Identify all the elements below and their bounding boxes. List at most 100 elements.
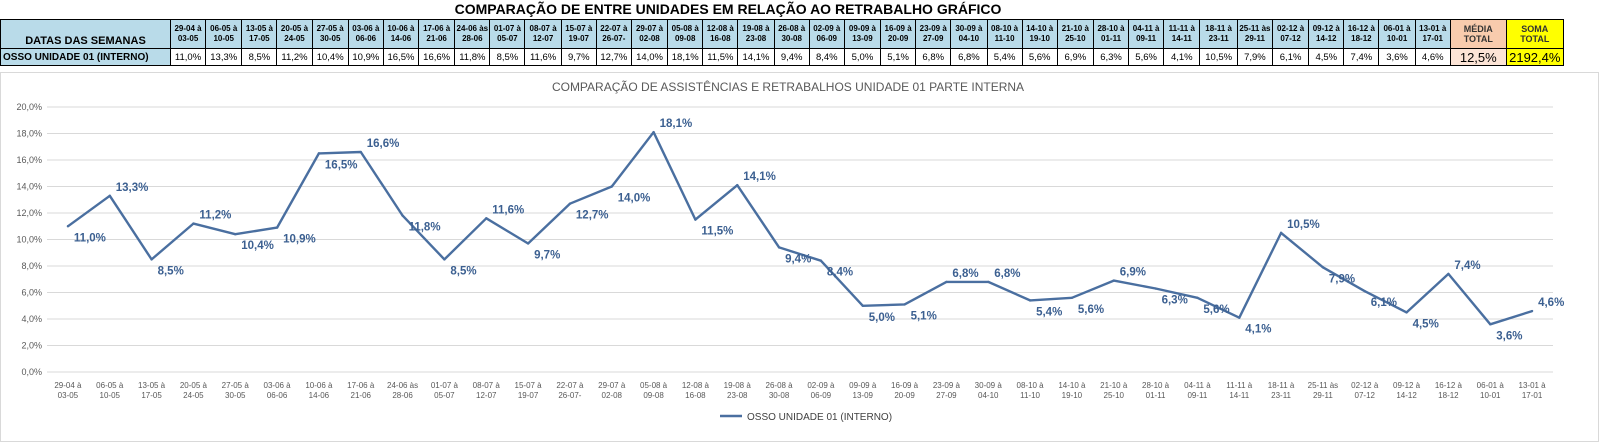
- week-header-cell[interactable]: 13-01 à 17-01: [1414, 19, 1451, 49]
- week-header-cell[interactable]: 20-05 à 24-05: [276, 19, 313, 49]
- week-value-cell[interactable]: 10,9%: [347, 48, 384, 66]
- week-value-cell[interactable]: 7,4%: [1343, 48, 1380, 66]
- week-header-cell[interactable]: 21-10 à 25-10: [1056, 19, 1094, 49]
- week-header-cell[interactable]: 06-01 à 10-01: [1378, 19, 1416, 49]
- week-value-cell[interactable]: 16,6%: [417, 48, 456, 66]
- data-point: [1196, 296, 1199, 299]
- week-header-cell[interactable]: 09-09 à 13-09: [843, 19, 882, 49]
- week-header-cell[interactable]: 26-08 à 30-08: [773, 19, 810, 49]
- week-value-cell[interactable]: 5,4%: [986, 48, 1023, 66]
- week-value-cell[interactable]: 16,5%: [382, 48, 420, 66]
- media-total-value[interactable]: 12,5%: [1449, 48, 1507, 66]
- week-header-cell[interactable]: 12-08 à 16-08: [702, 19, 739, 49]
- week-value-cell[interactable]: 6,1%: [1271, 48, 1310, 66]
- week-header-cell[interactable]: 15-07 à 19-07: [560, 19, 597, 49]
- week-value-cell[interactable]: 5,0%: [843, 48, 882, 66]
- data-label: 16,6%: [367, 138, 400, 150]
- week-header-cell[interactable]: 14-10 à 19-10: [1021, 19, 1058, 49]
- media-total-header[interactable]: MÉDIA TOTAL: [1449, 19, 1507, 49]
- week-value-cell[interactable]: 11,5%: [702, 48, 739, 66]
- week-value-cell[interactable]: 5,6%: [1128, 48, 1165, 66]
- x-tick-label: 23-08: [727, 391, 748, 400]
- week-value-cell[interactable]: 3,6%: [1378, 48, 1416, 66]
- week-value-cell[interactable]: 9,4%: [773, 48, 810, 66]
- week-value-cell[interactable]: 14,1%: [737, 48, 775, 66]
- x-tick-label: 20-09: [894, 391, 915, 400]
- week-header-cell[interactable]: 08-07 à 12-07: [524, 19, 562, 49]
- x-tick-label: 17-01: [1522, 391, 1543, 400]
- week-header-cell[interactable]: 02-12 à 07-12: [1271, 19, 1310, 49]
- soma-total-value[interactable]: 2192,4%: [1505, 48, 1564, 66]
- data-point: [192, 222, 195, 225]
- week-value-cell[interactable]: 13,3%: [205, 48, 243, 66]
- week-header-cell[interactable]: 09-12 à 14-12: [1308, 19, 1345, 49]
- week-value-cell[interactable]: 4,1%: [1163, 48, 1201, 66]
- week-value-cell[interactable]: 8,5%: [489, 48, 526, 66]
- week-value-cell[interactable]: 14,0%: [630, 48, 669, 66]
- week-header-cell[interactable]: 13-05 à 17-05: [241, 19, 278, 49]
- week-header-cell[interactable]: 01-07 à 05-07: [489, 19, 526, 49]
- week-header-cell[interactable]: 19-08 à 23-08: [737, 19, 775, 49]
- week-header-cell[interactable]: 05-08 à 09-08: [667, 19, 704, 49]
- week-value-cell[interactable]: 6,8%: [915, 48, 952, 66]
- x-tick-label: 15-07 à: [515, 381, 543, 390]
- y-tick-label: 14,0%: [16, 182, 42, 192]
- week-header-cell[interactable]: 11-11 à 14-11: [1163, 19, 1201, 49]
- week-header-line: 17-01: [1422, 34, 1443, 43]
- week-header-cell[interactable]: 18-11 à 23-11: [1199, 19, 1238, 49]
- weekly-data-table: DATAS DAS SEMANAS 29-04 à 03-05 06-05 à 10-…: [0, 19, 1564, 66]
- data-label: 10,4%: [241, 240, 274, 252]
- week-header-cell[interactable]: 16-12 à 18-12: [1343, 19, 1380, 49]
- week-header-cell[interactable]: 02-09 à 06-09: [808, 19, 845, 49]
- week-header-cell[interactable]: 23-09 à 27-09: [915, 19, 952, 49]
- week-value-cell[interactable]: 10,4%: [311, 48, 349, 66]
- data-label: 6,8%: [952, 268, 978, 280]
- week-header-cell[interactable]: 10-06 à 14-06: [382, 19, 420, 49]
- week-header-cell[interactable]: 27-05 à 30-05: [311, 19, 349, 49]
- data-label: 6,3%: [1162, 295, 1188, 307]
- week-header-line: 28-10 à: [1097, 24, 1125, 33]
- week-header-cell[interactable]: 24-06 às 28-06: [454, 19, 491, 49]
- week-value-cell[interactable]: 8,4%: [808, 48, 845, 66]
- week-header-cell[interactable]: 06-05 à 10-05: [205, 19, 243, 49]
- data-label: 8,5%: [158, 265, 184, 277]
- week-header-cell[interactable]: 17-06 à 21-06: [417, 19, 456, 49]
- week-header-cell[interactable]: 22-07 à 26-07-: [595, 19, 632, 49]
- week-header-cell[interactable]: 04-11 à 09-11: [1128, 19, 1165, 49]
- soma-total-header[interactable]: SOMA TOTAL: [1505, 19, 1564, 49]
- week-value-cell[interactable]: 7,9%: [1236, 48, 1273, 66]
- week-header-cell[interactable]: 25-11 às 29-11: [1236, 19, 1273, 49]
- week-value-cell[interactable]: 11,8%: [454, 48, 491, 66]
- week-value-cell[interactable]: 6,3%: [1092, 48, 1130, 66]
- week-value-cell[interactable]: 12,7%: [595, 48, 632, 66]
- week-value-cell[interactable]: 5,1%: [880, 48, 917, 66]
- x-tick-label: 29-04 à: [54, 381, 82, 390]
- week-value-cell[interactable]: 18,1%: [667, 48, 704, 66]
- week-value-cell[interactable]: 11,0%: [169, 48, 207, 66]
- week-header-cell[interactable]: 29-07 à 02-08: [630, 19, 669, 49]
- week-value-cell[interactable]: 4,5%: [1308, 48, 1345, 66]
- week-value-cell[interactable]: 4,6%: [1414, 48, 1451, 66]
- week-header-cell[interactable]: 08-10 à 11-10: [986, 19, 1023, 49]
- week-header-cell[interactable]: 03-06 à 06-06: [347, 19, 384, 49]
- week-value-cell[interactable]: 6,8%: [950, 48, 988, 66]
- x-tick-label: 06-01 à: [1477, 381, 1505, 390]
- week-value-cell[interactable]: 6,9%: [1056, 48, 1094, 66]
- week-header-cell[interactable]: 28-10 à 01-11: [1092, 19, 1130, 49]
- week-header-cell[interactable]: 30-09 à 04-10: [950, 19, 988, 49]
- week-value-cell[interactable]: 11,2%: [276, 48, 313, 66]
- media-total-header-line: MÉDIA: [1463, 24, 1493, 34]
- week-value-cell[interactable]: 11,6%: [524, 48, 562, 66]
- week-header-line: 02-09 à: [813, 24, 841, 33]
- row-label-cell[interactable]: OSSO UNIDADE 01 (INTERNO): [0, 48, 171, 66]
- x-tick-label: 19-10: [1062, 391, 1083, 400]
- header-label-cell[interactable]: DATAS DAS SEMANAS: [0, 19, 171, 49]
- week-value-cell[interactable]: 8,5%: [241, 48, 278, 66]
- data-label: 3,6%: [1496, 330, 1522, 342]
- week-header-cell[interactable]: 16-09 à 20-09: [880, 19, 917, 49]
- week-value-cell[interactable]: 5,6%: [1021, 48, 1058, 66]
- week-header-line: 14-10 à: [1026, 24, 1054, 33]
- week-value-cell[interactable]: 9,7%: [560, 48, 597, 66]
- week-value-cell[interactable]: 10,5%: [1199, 48, 1238, 66]
- week-header-cell[interactable]: 29-04 à 03-05: [169, 19, 207, 49]
